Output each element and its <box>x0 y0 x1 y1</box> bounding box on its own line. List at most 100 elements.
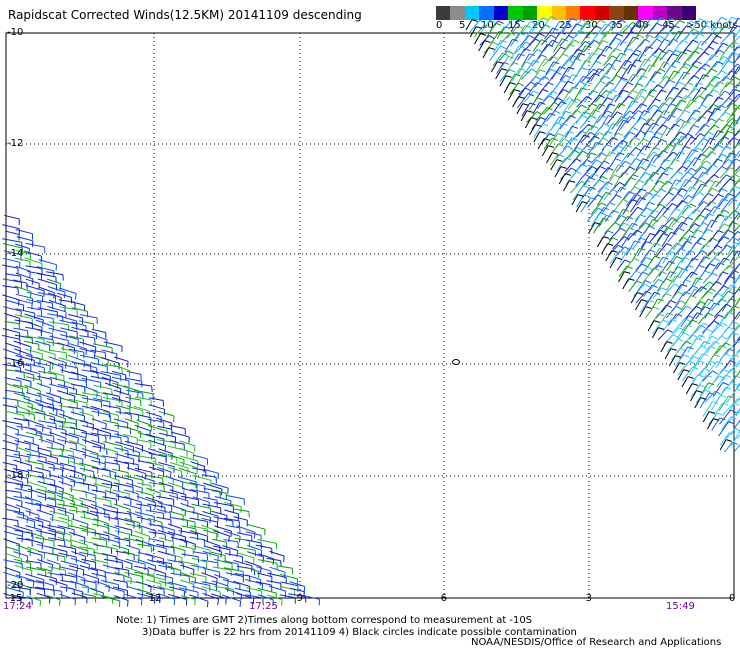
legend-swatch <box>508 6 524 20</box>
wind-barb <box>113 537 130 542</box>
wind-barb <box>15 308 35 314</box>
wind-barb-flag <box>647 178 654 182</box>
wind-barb <box>651 327 659 339</box>
wind-barb-flag <box>643 138 650 143</box>
wind-barb <box>170 440 185 445</box>
wind-barb-flag <box>652 209 659 213</box>
wind-barb <box>101 371 121 376</box>
wind-barb <box>37 447 52 452</box>
wind-barb-flag <box>63 411 65 418</box>
wind-barb <box>113 503 131 511</box>
wind-barb-flag <box>586 159 593 164</box>
wind-barb <box>15 272 34 280</box>
wind-barb-flag <box>604 75 611 80</box>
wind-barb-flag <box>660 166 667 171</box>
wind-barb-flag <box>635 49 642 53</box>
wind-barb <box>724 210 735 222</box>
wind-barb-flag <box>281 599 283 606</box>
wind-barb-flag <box>718 251 725 255</box>
wind-barb <box>521 21 531 33</box>
wind-barb-flag <box>667 166 674 170</box>
wind-barb-flag <box>675 179 682 182</box>
wind-barb <box>37 559 53 566</box>
wind-barb <box>727 144 739 159</box>
wind-barb-flag <box>239 601 242 608</box>
wind-barb-flag <box>605 191 612 195</box>
wind-barb <box>723 321 734 333</box>
wind-barb <box>587 194 599 208</box>
wind-barb <box>170 536 187 543</box>
wind-barb <box>224 501 242 508</box>
wind-barb <box>672 268 684 284</box>
wind-barb <box>71 326 89 332</box>
wind-barb-flag <box>685 179 692 182</box>
wind-barb <box>113 418 128 424</box>
wind-barb <box>717 97 730 110</box>
wind-barb-flag <box>722 42 729 47</box>
wind-barb-flag <box>651 16 658 20</box>
wind-barb <box>147 418 164 423</box>
wind-barb-flag <box>725 439 732 442</box>
wind-barb-flag <box>659 247 666 251</box>
wind-barb-flag <box>722 368 729 372</box>
wind-barb <box>498 50 509 61</box>
wind-barb <box>586 142 597 158</box>
wind-barb <box>145 496 163 503</box>
lat-label: -10 <box>7 27 24 38</box>
wind-barb <box>103 341 123 347</box>
wind-barb <box>2 420 22 425</box>
wind-barb <box>202 567 220 573</box>
wind-barb-flag <box>695 208 701 213</box>
wind-barb <box>102 419 119 425</box>
wind-barb-flag <box>497 61 504 64</box>
wind-barb-flag <box>700 66 707 71</box>
wind-barb <box>610 19 622 31</box>
wind-barb <box>719 167 731 179</box>
wind-barb-flag <box>585 60 592 63</box>
wind-barb <box>688 312 698 326</box>
wind-barb-flag <box>632 126 639 131</box>
wind-barb <box>480 20 491 33</box>
lat-label: -20 <box>7 580 24 591</box>
wind-barb-flag <box>641 117 647 122</box>
wind-barb-flag <box>655 71 662 75</box>
wind-barb <box>15 574 35 582</box>
wind-barb <box>203 482 223 490</box>
wind-barb-flag <box>272 599 274 606</box>
wind-barb <box>634 75 643 88</box>
wind-barb <box>114 433 129 438</box>
wind-barb <box>34 399 54 406</box>
wind-barb <box>663 103 671 116</box>
wind-barb-flag <box>685 340 692 345</box>
wind-barb <box>611 139 623 152</box>
wind-barb <box>156 508 171 514</box>
wind-barb <box>26 566 46 572</box>
wind-barb <box>280 581 299 587</box>
wind-barb <box>4 321 20 325</box>
wind-barb-flag <box>594 222 601 225</box>
wind-speed-color-legend <box>436 6 697 20</box>
wind-barb <box>3 571 22 579</box>
wind-barb <box>136 516 151 521</box>
wind-barb-flag <box>72 384 75 391</box>
wind-barb <box>48 299 66 307</box>
wind-barb <box>25 326 42 331</box>
wind-barb <box>104 558 123 564</box>
wind-barb <box>126 467 146 475</box>
wind-barb <box>700 151 712 164</box>
wind-barb-flag <box>737 25 740 28</box>
wind-barb-flag <box>679 248 686 252</box>
wind-barb-flag <box>650 163 657 168</box>
wind-barb <box>133 405 150 412</box>
wind-barb <box>523 90 534 103</box>
wind-barb-flag <box>42 537 45 544</box>
wind-barb <box>722 332 734 347</box>
wind-barb-flag <box>706 110 713 114</box>
wind-barb-flag <box>733 269 739 274</box>
wind-barb-flag <box>598 68 605 72</box>
wind-barb-flag <box>636 229 643 234</box>
wind-barb <box>59 319 77 325</box>
wind-barb <box>3 559 23 565</box>
wind-barb <box>654 206 665 220</box>
wind-barb <box>56 494 75 502</box>
